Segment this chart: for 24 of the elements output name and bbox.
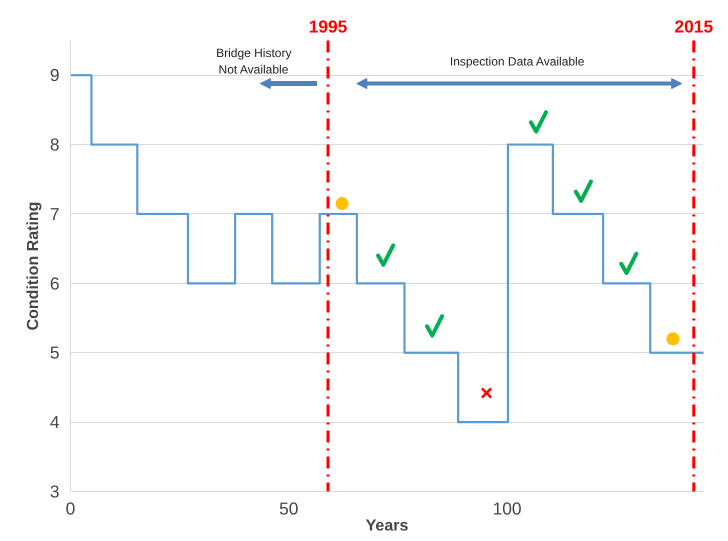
x2-tick-label: 2015 bbox=[674, 16, 714, 36]
y-tick-label: 9 bbox=[50, 65, 60, 86]
y-tick-label: 4 bbox=[50, 412, 60, 432]
x-axis-title: Years bbox=[366, 518, 408, 534]
point bbox=[574, 180, 593, 203]
y-tick-label: 3 bbox=[50, 482, 60, 502]
y-tick-label: 8 bbox=[50, 134, 60, 155]
x-tick-label: 100 bbox=[492, 498, 522, 518]
x2-tick-label: 1995 bbox=[308, 16, 348, 36]
y-axis-title: Condition Rating bbox=[24, 202, 42, 330]
x-tick-label: 0 bbox=[66, 498, 76, 518]
point bbox=[528, 110, 548, 134]
point bbox=[666, 332, 680, 346]
x-tick-label: 50 bbox=[279, 498, 298, 518]
annotation: Bridge History Not Available bbox=[216, 46, 292, 77]
y-tick-label: 7 bbox=[50, 204, 60, 224]
y-tick-label: 5 bbox=[50, 342, 60, 363]
point bbox=[480, 387, 492, 399]
point bbox=[425, 314, 444, 338]
point bbox=[619, 252, 638, 276]
point bbox=[336, 197, 349, 210]
y-tick-label: 6 bbox=[50, 273, 60, 294]
annotation: Inspection Data Available bbox=[450, 54, 585, 68]
point bbox=[376, 243, 396, 267]
